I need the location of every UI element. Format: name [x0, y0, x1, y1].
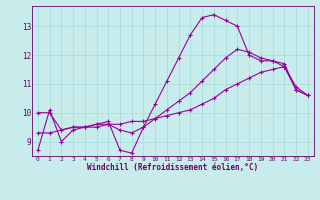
X-axis label: Windchill (Refroidissement éolien,°C): Windchill (Refroidissement éolien,°C): [87, 163, 258, 172]
